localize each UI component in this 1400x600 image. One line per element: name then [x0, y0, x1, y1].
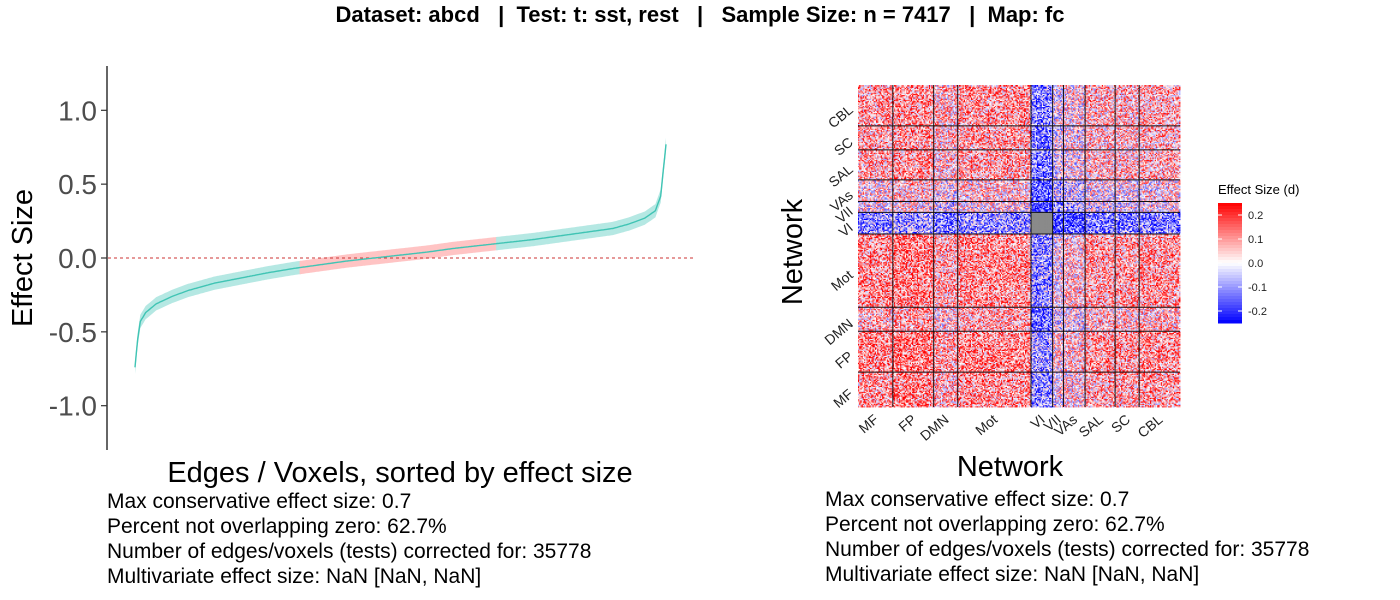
y-tick-label: -0.5: [49, 317, 97, 348]
y-axis-label: Effect Size: [7, 189, 39, 327]
y-tick-label: -1.0: [49, 391, 97, 422]
y-tick-label: 0.5: [58, 169, 97, 200]
y-tick-label: 0.0: [58, 243, 97, 274]
effect-size-line-chart: -1.0 -0.5 0.0 0.5 1.0 Edges / Voxels, sorted…: [0, 0, 720, 490]
x-axis-label: Edges / Voxels, sorted by effect size: [167, 457, 632, 489]
ci-band-low: [135, 261, 301, 374]
y-tick-label: 1.0: [58, 95, 97, 126]
line-plot-area: -1.0 -0.5 0.0 0.5 1.0: [49, 66, 693, 450]
